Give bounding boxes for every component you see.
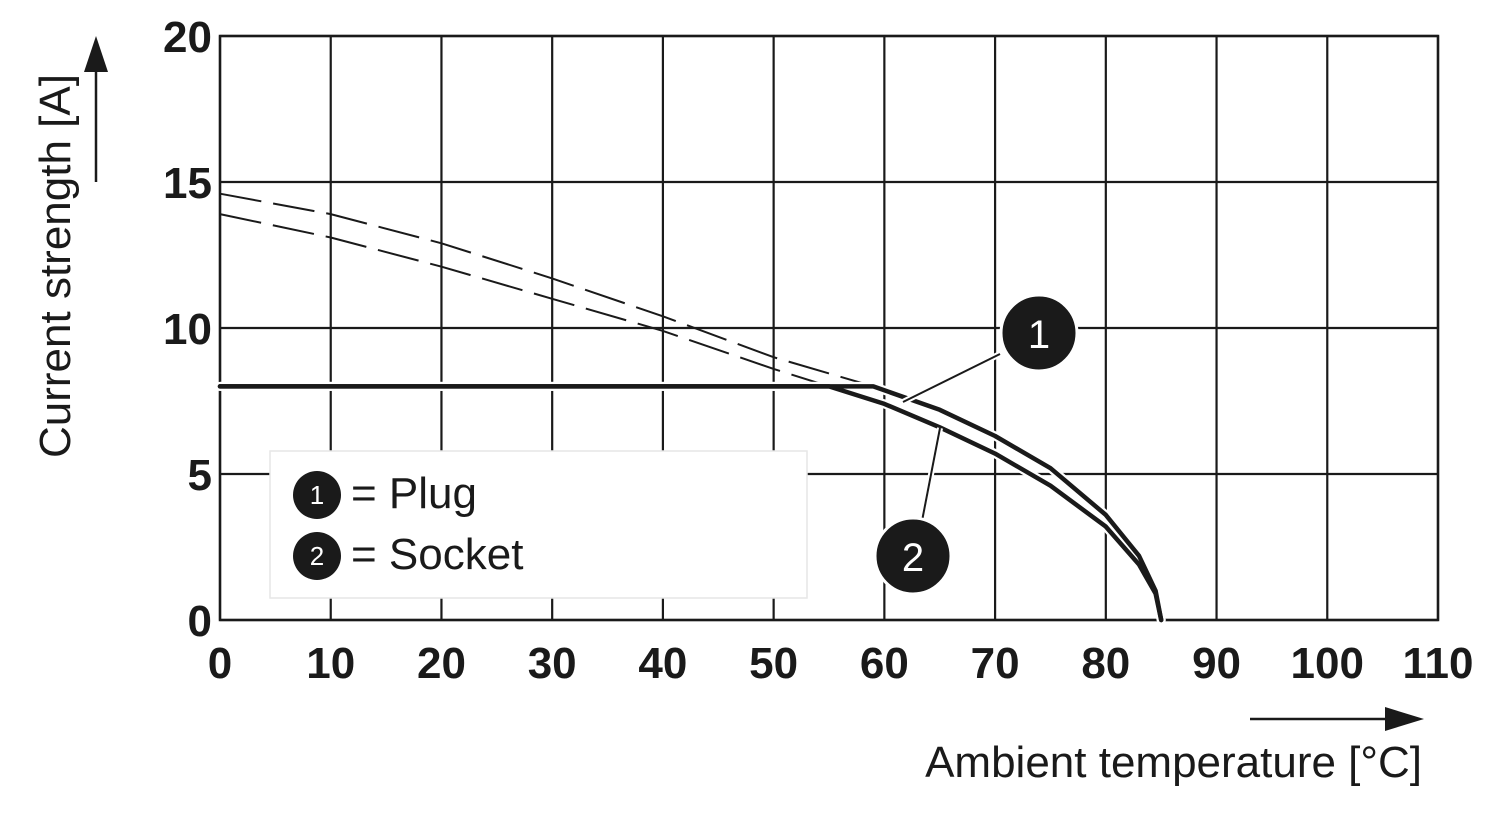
y-tick-label: 10 — [163, 305, 212, 354]
legend-box — [269, 450, 808, 599]
plot-frame — [218, 34, 1440, 622]
grid — [218, 34, 1440, 622]
x-axis-arrow — [1250, 707, 1424, 731]
series-plug-line — [217, 384, 1164, 623]
x-tick-label: 80 — [1081, 639, 1130, 688]
x-tick-label: 30 — [528, 639, 577, 688]
x-tick-label: 50 — [749, 639, 798, 688]
series-socket-dashed-line — [219, 213, 830, 388]
y-tick-label: 0 — [188, 597, 212, 646]
series-socket-line — [217, 384, 1164, 623]
callout-2-label: 2 — [902, 536, 924, 580]
callout-1-circle — [999, 293, 1079, 373]
x-tick-label: 90 — [1192, 639, 1241, 688]
x-tick-label: 10 — [306, 639, 355, 688]
y-tick-label: 15 — [163, 159, 212, 208]
legend-item-plug: 1 = Plug — [293, 469, 477, 519]
legend-label-plug: = Plug — [351, 469, 477, 518]
series-lines — [215, 192, 1166, 625]
y-tick-label: 5 — [188, 451, 212, 500]
x-tick-label: 70 — [971, 639, 1020, 688]
callout-2-leader-core — [921, 427, 941, 522]
legend-label-socket: = Socket — [351, 530, 523, 579]
callout-1-label: 1 — [1028, 313, 1050, 357]
callout-1: 1 — [901, 293, 1079, 405]
x-tick-label: 110 — [1403, 639, 1474, 688]
x-tick-label: 0 — [208, 639, 232, 688]
x-tick-label: 100 — [1291, 639, 1364, 688]
legend-marker-1-label: 1 — [310, 480, 324, 510]
callout-2: 2 — [873, 427, 953, 596]
x-axis-title: Ambient temperature [°C] — [925, 738, 1422, 787]
legend-marker-2-label: 2 — [310, 541, 324, 571]
x-tick-label: 40 — [638, 639, 687, 688]
y-tick-label: 20 — [163, 13, 212, 62]
y-axis-title: Current strength [A] — [31, 74, 80, 458]
legend: 1 = Plug 2 = Socket — [269, 450, 808, 599]
series-plug-dashed-line — [219, 192, 874, 388]
legend-marker-1-icon — [293, 471, 341, 519]
callout-2-circle — [873, 516, 953, 596]
tick-labels: 0 10 20 30 40 50 60 70 80 90 100 110 0 5 10 15 20 — [163, 13, 1473, 688]
x-tick-label: 20 — [417, 639, 466, 688]
callout-1-leader-core — [902, 353, 1001, 403]
legend-item-socket: 2 = Socket — [293, 530, 523, 580]
x-tick-label: 60 — [860, 639, 909, 688]
y-axis-arrow — [84, 36, 108, 182]
legend-marker-2-icon — [293, 532, 341, 580]
